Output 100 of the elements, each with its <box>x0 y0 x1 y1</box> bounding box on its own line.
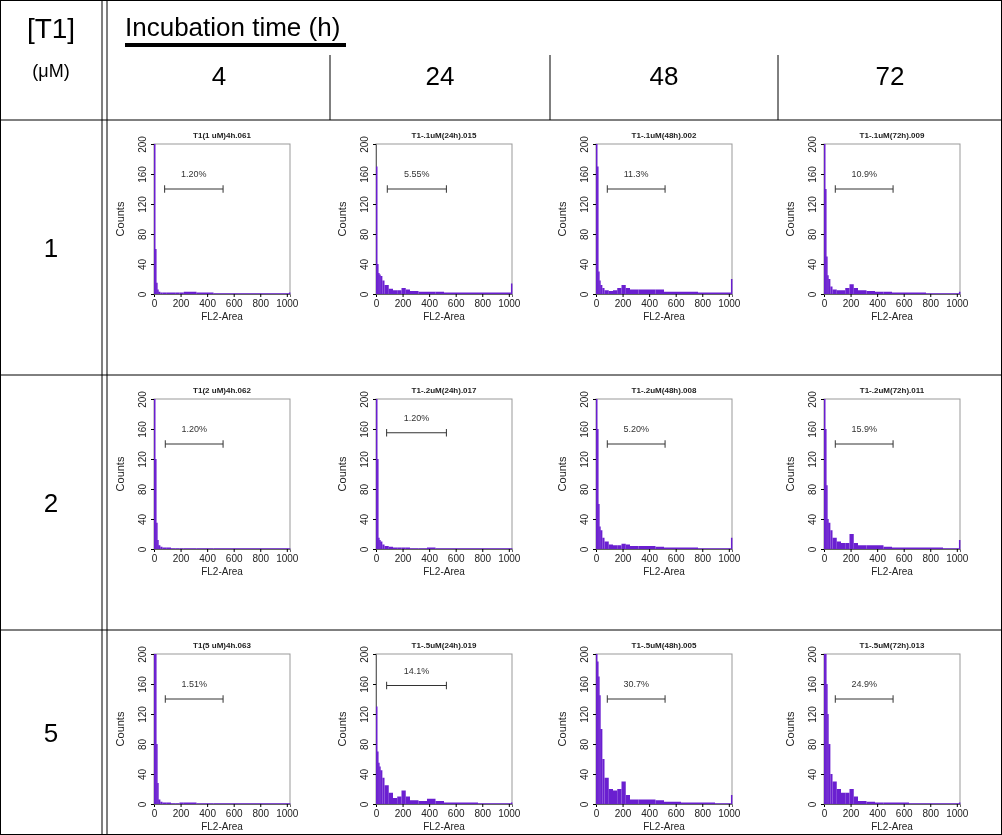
x-tick-label: 200 <box>172 298 190 310</box>
chart-title: T1(2 uM)4h.062 <box>193 386 252 395</box>
text: 4 <box>210 61 228 91</box>
x-tick-label: 1000 <box>718 808 741 820</box>
x-tick-label: 1000 <box>946 553 969 565</box>
y-tick-label: 160 <box>137 675 148 693</box>
y-tick-label: 0 <box>807 801 818 808</box>
series-label: 24.9% <box>851 679 877 689</box>
x-tick-label: 0 <box>151 298 158 310</box>
text: 24 <box>424 61 456 91</box>
y-tick-label: 160 <box>359 420 370 438</box>
y-tick-label: 120 <box>579 450 590 468</box>
y-tick-label: 120 <box>359 450 370 468</box>
y-axis-title: Counts <box>556 711 568 747</box>
y-axis-title: Counts <box>336 711 348 747</box>
x-tick-label: 400 <box>641 808 659 820</box>
y-tick-label: 80 <box>807 483 818 496</box>
y-tick-label: 120 <box>359 705 370 723</box>
x-tick-label: 0 <box>151 553 158 565</box>
x-axis-title: FL2-Area <box>643 821 686 832</box>
x-axis-title: FL2-Area <box>871 566 914 577</box>
chart-title: T1-.1uM(48h).002 <box>631 131 697 140</box>
text: (μM) <box>31 61 71 82</box>
y-tick-label: 80 <box>579 228 590 241</box>
x-tick-label: 200 <box>614 298 632 310</box>
series-label: 10.9% <box>851 169 877 179</box>
y-axis-title: Counts <box>336 456 348 492</box>
y-tick-label: 160 <box>807 420 818 438</box>
x-tick-label: 1000 <box>718 298 741 310</box>
chart-title: T1-.5uM(24h).019 <box>411 641 477 650</box>
y-tick-label: 0 <box>807 546 818 553</box>
x-tick-label: 400 <box>421 808 439 820</box>
y-tick-label: 200 <box>137 135 148 153</box>
y-axis-title: Counts <box>784 711 796 747</box>
chart-title: T1(1 uM)4h.061 <box>193 131 252 140</box>
chart-title: T1-.5uM(72h).013 <box>859 641 925 650</box>
x-tick-label: 200 <box>614 553 632 565</box>
x-tick-label: 0 <box>593 808 600 820</box>
x-tick-label: 800 <box>252 553 270 565</box>
y-tick-label: 200 <box>359 135 370 153</box>
y-tick-label: 80 <box>807 228 818 241</box>
chart-title: T1-.1uM(24h).015 <box>411 131 477 140</box>
x-tick-label: 600 <box>667 553 685 565</box>
y-tick-label: 0 <box>137 546 148 553</box>
series-label: 5.20% <box>623 424 649 434</box>
chart-title: T1(5 uM)4h.063 <box>193 641 252 650</box>
series-label: 1.20% <box>181 424 207 434</box>
x-axis-title: FL2-Area <box>201 311 244 322</box>
x-tick-label: 400 <box>199 553 217 565</box>
x-tick-label: 200 <box>172 808 190 820</box>
y-tick-label: 160 <box>359 165 370 183</box>
x-axis-title: FL2-Area <box>423 821 466 832</box>
series-label: 5.55% <box>404 169 430 179</box>
y-tick-label: 200 <box>359 390 370 408</box>
x-tick-label: 400 <box>199 298 217 310</box>
y-tick-label: 80 <box>359 228 370 241</box>
x-tick-label: 200 <box>842 808 860 820</box>
y-tick-label: 80 <box>579 738 590 751</box>
x-axis-title: FL2-Area <box>871 311 914 322</box>
y-tick-label: 40 <box>359 768 370 781</box>
y-tick-label: 0 <box>359 801 370 808</box>
y-axis-title: Counts <box>114 456 126 492</box>
x-tick-label: 600 <box>225 553 243 565</box>
x-tick-label: 0 <box>373 808 380 820</box>
x-tick-label: 0 <box>593 553 600 565</box>
y-tick-label: 200 <box>359 645 370 663</box>
y-tick-label: 40 <box>807 258 818 271</box>
y-tick-label: 160 <box>137 165 148 183</box>
y-tick-label: 160 <box>807 165 818 183</box>
x-tick-label: 800 <box>252 808 270 820</box>
x-tick-label: 600 <box>667 298 685 310</box>
y-tick-label: 40 <box>807 513 818 526</box>
y-tick-label: 120 <box>807 705 818 723</box>
y-tick-label: 160 <box>579 675 590 693</box>
y-tick-label: 200 <box>579 645 590 663</box>
y-tick-label: 0 <box>807 291 818 298</box>
x-tick-label: 600 <box>447 553 465 565</box>
series-label: 30.7% <box>623 679 649 689</box>
y-tick-label: 200 <box>807 390 818 408</box>
y-tick-label: 200 <box>807 645 818 663</box>
y-axis-title: Counts <box>114 711 126 747</box>
x-tick-label: 400 <box>199 808 217 820</box>
y-tick-label: 120 <box>579 705 590 723</box>
x-tick-label: 400 <box>641 298 659 310</box>
chart-title: T1-.1uM(72h).009 <box>859 131 925 140</box>
chart-title: T1-.2uM(48h).008 <box>631 386 697 395</box>
x-tick-label: 1000 <box>498 808 521 820</box>
x-tick-label: 200 <box>614 808 632 820</box>
y-tick-label: 0 <box>137 801 148 808</box>
y-tick-label: 40 <box>137 258 148 271</box>
y-tick-label: 40 <box>137 513 148 526</box>
text: [T1] <box>25 13 77 45</box>
x-tick-label: 1000 <box>276 553 299 565</box>
y-tick-label: 80 <box>137 738 148 751</box>
y-tick-label: 0 <box>579 546 590 553</box>
x-tick-label: 400 <box>421 553 439 565</box>
y-tick-label: 40 <box>359 258 370 271</box>
x-tick-label: 1000 <box>498 298 521 310</box>
x-tick-label: 0 <box>373 298 380 310</box>
text: Incubation time (h) <box>125 12 347 47</box>
